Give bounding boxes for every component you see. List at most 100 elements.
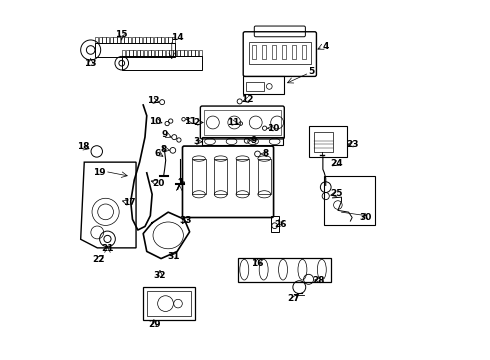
Text: 25: 25 [330, 189, 343, 198]
Bar [128, 37, 131, 43]
Bar [302, 45, 306, 59]
Bar [157, 37, 161, 43]
Bar [121, 37, 124, 43]
Bar [151, 50, 154, 57]
Bar [95, 43, 175, 57]
Text: 19: 19 [93, 168, 105, 177]
Bar [214, 158, 227, 194]
Bar [173, 50, 176, 57]
Bar [106, 37, 109, 43]
Bar [246, 82, 264, 91]
Text: 31: 31 [167, 252, 180, 261]
Bar [270, 216, 279, 232]
Text: 29: 29 [148, 320, 161, 329]
Bar [135, 37, 139, 43]
Bar [309, 126, 347, 157]
Text: 11: 11 [184, 117, 197, 126]
Bar [236, 158, 249, 194]
Bar [155, 50, 158, 57]
Text: 10: 10 [149, 117, 161, 126]
Bar [147, 50, 151, 57]
Bar [143, 37, 146, 43]
Bar [188, 50, 191, 57]
Text: 18: 18 [77, 142, 90, 151]
Text: 6: 6 [154, 149, 161, 158]
Bar [140, 50, 144, 57]
Text: 7: 7 [174, 183, 180, 192]
Bar [282, 45, 287, 59]
Bar [110, 37, 113, 43]
Bar [314, 132, 333, 152]
Bar [122, 57, 202, 70]
Text: 28: 28 [312, 275, 324, 284]
Bar [153, 37, 157, 43]
Bar [323, 176, 375, 225]
Bar [170, 50, 172, 57]
Text: 21: 21 [101, 244, 114, 253]
Text: 22: 22 [92, 255, 105, 264]
Text: 10: 10 [267, 124, 279, 133]
Text: 2: 2 [194, 118, 200, 127]
Bar [124, 37, 128, 43]
Bar [99, 37, 102, 43]
Text: 24: 24 [330, 159, 343, 168]
Bar [252, 45, 256, 59]
Text: 23: 23 [346, 140, 358, 149]
Text: 4: 4 [322, 42, 329, 51]
Text: 9: 9 [251, 136, 257, 145]
Bar [132, 37, 135, 43]
Text: 3: 3 [194, 137, 200, 146]
Bar [147, 37, 149, 43]
Text: 32: 32 [154, 271, 166, 280]
Bar [113, 37, 117, 43]
Text: 13: 13 [84, 59, 97, 68]
Bar [202, 138, 283, 145]
Text: 17: 17 [122, 198, 135, 207]
Bar [262, 45, 267, 59]
Bar [95, 37, 98, 43]
Bar [143, 287, 195, 320]
Text: 11: 11 [227, 118, 240, 127]
Bar [248, 42, 311, 64]
Bar [150, 37, 153, 43]
Bar [238, 257, 331, 282]
Bar [166, 50, 169, 57]
Bar [162, 50, 166, 57]
Text: 27: 27 [288, 294, 300, 303]
Text: 8: 8 [160, 145, 167, 154]
Text: 5: 5 [308, 67, 314, 76]
Bar [180, 50, 184, 57]
Text: 15: 15 [116, 31, 128, 40]
Bar [204, 110, 281, 135]
Text: 33: 33 [180, 216, 192, 225]
Bar [184, 50, 187, 57]
Text: 12: 12 [241, 95, 253, 104]
Text: 8: 8 [263, 149, 269, 158]
Bar [172, 37, 175, 43]
Text: 9: 9 [161, 130, 168, 139]
Bar [165, 37, 168, 43]
Text: 16: 16 [251, 260, 264, 269]
Bar [161, 37, 164, 43]
Bar [192, 50, 195, 57]
Bar [102, 37, 106, 43]
Bar [125, 50, 129, 57]
Bar [144, 50, 147, 57]
Text: 26: 26 [274, 220, 287, 229]
Bar [168, 37, 172, 43]
Bar [137, 50, 140, 57]
Text: 12: 12 [147, 96, 160, 105]
Bar [195, 50, 198, 57]
Text: 14: 14 [171, 33, 183, 42]
Bar [272, 45, 276, 59]
Bar [258, 158, 271, 194]
Bar [147, 291, 192, 316]
Bar [129, 50, 132, 57]
Bar [198, 50, 202, 57]
Text: 30: 30 [360, 213, 372, 222]
Bar [158, 50, 162, 57]
Bar [177, 50, 180, 57]
Text: 1: 1 [177, 177, 183, 186]
Bar [243, 76, 284, 94]
Text: 20: 20 [152, 179, 165, 188]
